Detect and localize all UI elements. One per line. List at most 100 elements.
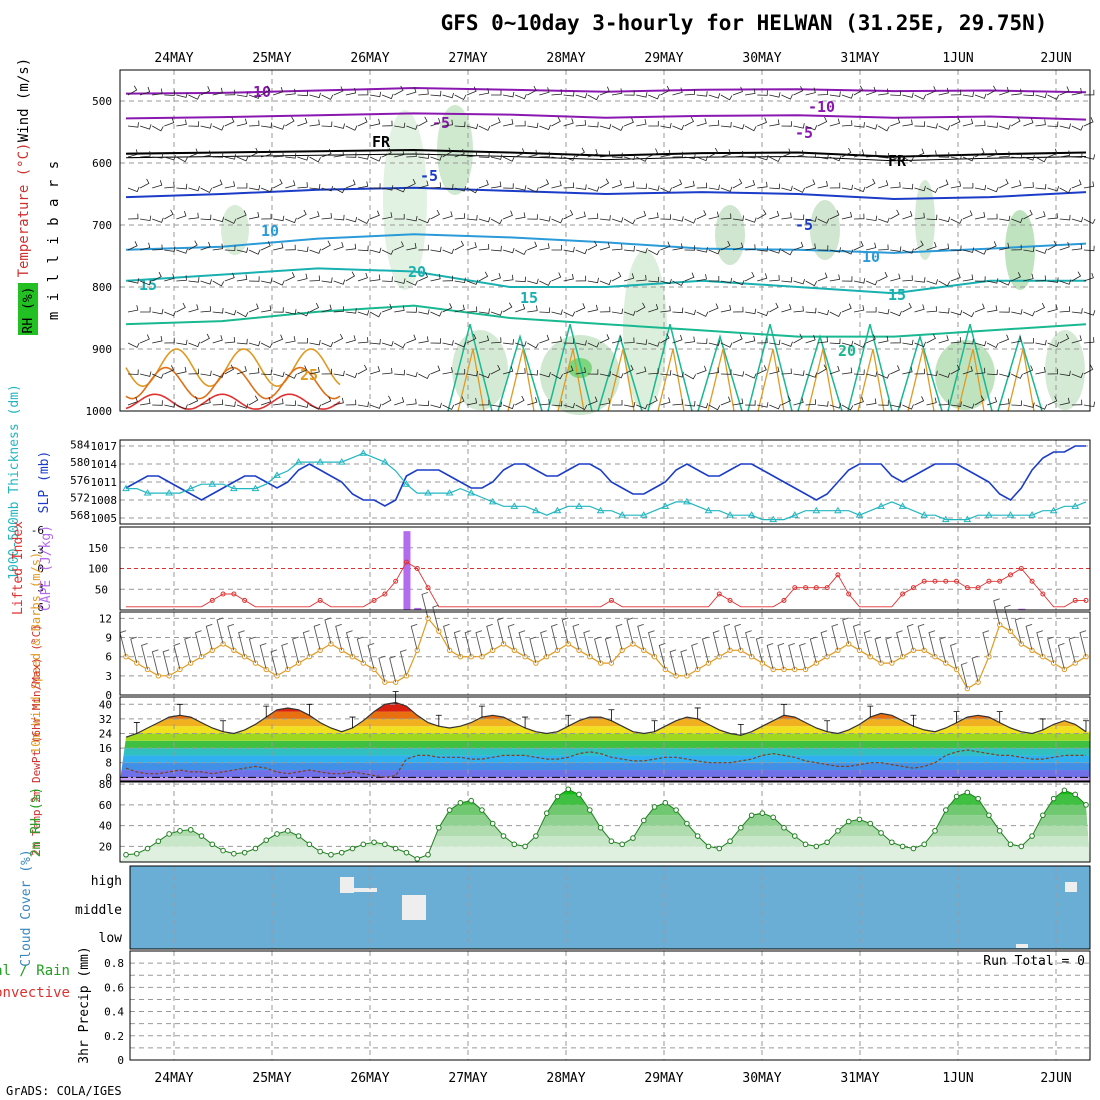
wind-barb [757, 337, 768, 344]
rh-point [1061, 787, 1068, 794]
date-labels-bottom: 24MAY 25MAY 26MAY 27MAY 28MAY 29MAY 30MAY 31MAY… [154, 1071, 1071, 1086]
wind-barb [648, 94, 660, 100]
li-point [371, 597, 377, 603]
surface-wind-barb [216, 617, 224, 645]
wind-barb [369, 183, 381, 189]
wind-barb [333, 150, 345, 158]
wind-barb [261, 278, 273, 284]
wind-barb [769, 92, 781, 98]
rh-point [284, 828, 291, 834]
wind-barb [611, 335, 623, 344]
wind-barb [950, 89, 962, 96]
wind-barb [769, 248, 781, 254]
surface-wind-barb [281, 643, 289, 670]
minmax-bar [996, 711, 1003, 723]
wind-barb [273, 151, 284, 158]
wind-barb [1059, 333, 1070, 344]
cape-grid [120, 527, 1090, 610]
wind-barb [430, 117, 441, 127]
cloud-cover-background [130, 866, 1090, 949]
wind-barb [793, 305, 804, 313]
wind-barb [926, 123, 938, 129]
tick-label: 1017 [91, 440, 118, 453]
wind-barb [466, 123, 479, 130]
wind-barb [793, 397, 804, 406]
wind-barb [1083, 272, 1094, 282]
wind-barb [430, 402, 442, 409]
li-point [1029, 578, 1035, 584]
wind-barb [962, 183, 974, 189]
wind-barb [660, 122, 672, 129]
li-point [824, 585, 830, 591]
wind-barb [974, 340, 987, 347]
wind-barb [369, 311, 382, 318]
wind-barb [127, 278, 140, 284]
wind-barb [248, 340, 261, 347]
wind-barb [466, 397, 478, 406]
wind-barb [454, 121, 466, 128]
wind-barb [321, 185, 334, 192]
warm-contour [507, 348, 535, 412]
wind-barb [1011, 217, 1023, 224]
surface-wind-barb [1057, 643, 1065, 670]
wind-barb [841, 211, 853, 220]
wind-barb [1035, 119, 1046, 127]
wind-barb [236, 311, 249, 318]
wind-barb [648, 368, 659, 375]
surface-wind-barb [766, 643, 774, 670]
wind-barb [696, 338, 708, 344]
wind-barb [563, 209, 574, 220]
wind-barb [926, 187, 939, 194]
wind-barb [442, 147, 452, 158]
wind-barb [841, 367, 853, 375]
wind-barb [817, 218, 830, 224]
upper-air-rh-label: RH (%) [21, 287, 36, 334]
surface-wind-barb [389, 655, 397, 683]
slp-line [125, 445, 1086, 507]
surface-wind-barb [594, 636, 602, 664]
li-point [414, 566, 420, 571]
wind-barb [720, 396, 731, 406]
wind-barb [938, 399, 950, 406]
minmax-bar [263, 705, 270, 718]
wind-barb [1059, 370, 1071, 377]
wind-barb [321, 277, 333, 283]
wind-barb [793, 333, 803, 344]
wind-barb [200, 187, 213, 194]
thickness-point [510, 502, 519, 509]
wind-barb [188, 304, 199, 313]
wind-barb [575, 303, 586, 313]
wind-barb [539, 124, 551, 131]
wind-barb [224, 336, 236, 344]
date-label-bottom: 26MAY [350, 1071, 389, 1086]
thickness-point [359, 449, 368, 456]
contour-label: -5 [795, 216, 813, 234]
wind-barb [829, 365, 840, 375]
contour-label: 10 [862, 248, 880, 266]
wind-barb [1047, 94, 1060, 100]
wind-barb [357, 245, 369, 252]
wind-barb [224, 272, 235, 282]
wind-barb [478, 372, 491, 379]
surface-wind-barb [971, 655, 979, 683]
wind-barb [938, 216, 951, 223]
surface-wind-barb [507, 623, 515, 651]
wind-barb [938, 243, 950, 251]
wind-barb [152, 271, 162, 282]
surface-wind-barb [270, 649, 278, 676]
wind-barb [962, 311, 975, 318]
wind-barb [551, 116, 561, 127]
wind-barb [1059, 123, 1071, 129]
li-point [1007, 572, 1013, 578]
wind-barb [890, 337, 901, 344]
wind-barb [757, 310, 769, 317]
wind-barb [902, 339, 914, 346]
li-point [792, 585, 798, 591]
wind-barb [454, 304, 465, 313]
wind-barb [987, 369, 998, 376]
surface-wind-barb [1068, 636, 1076, 664]
rh-point [964, 789, 971, 796]
wind-barb [212, 335, 223, 344]
temperature-line [125, 701, 1087, 738]
